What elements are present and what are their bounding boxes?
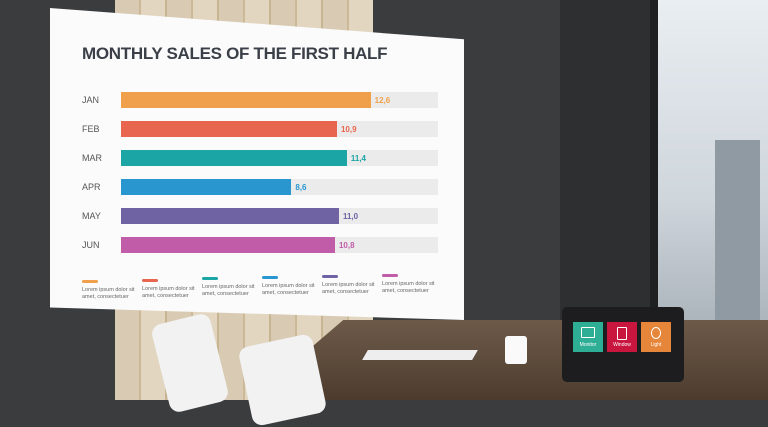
legend-swatch	[142, 278, 158, 282]
monitor-icon	[581, 327, 595, 338]
lightbulb-icon	[651, 327, 661, 339]
value-label: 11,0	[342, 212, 359, 221]
bar	[121, 92, 371, 108]
legend-swatch	[382, 273, 398, 277]
category-label: MAR	[82, 153, 102, 163]
category-label: FEB	[82, 124, 100, 134]
window-frame	[650, 0, 658, 330]
bar-track: 12,6	[121, 92, 438, 108]
bar	[121, 237, 335, 253]
bar	[121, 150, 347, 166]
legend-text: Lorem ipsum dolor sit amet, consectetuer	[202, 284, 255, 298]
window-button[interactable]: Window	[607, 322, 637, 352]
monitor-button[interactable]: Monitor	[573, 322, 603, 352]
legend-text: Lorem ipsum dolor sit amet, consectetuer	[382, 280, 435, 294]
bar-track: 10,9	[121, 121, 438, 137]
value-label: 8,6	[295, 183, 307, 192]
legend-swatch	[322, 274, 338, 278]
bar	[121, 208, 339, 224]
chair	[237, 333, 328, 427]
legend-swatch	[82, 280, 98, 283]
wall-column	[560, 0, 655, 330]
bar-track: 11,0	[121, 208, 438, 224]
legend-swatch	[202, 277, 218, 281]
legend-text: Lorem ipsum dolor sit amet, consectetuer	[322, 281, 375, 295]
category-label: APR	[82, 182, 101, 192]
value-label: 10,8	[338, 241, 355, 250]
legend-text: Lorem ipsum dolor sit amet, consectetuer	[82, 287, 135, 300]
paper	[362, 350, 478, 360]
legend-text: Lorem ipsum dolor sit amet, consectetuer	[142, 285, 195, 299]
legend-swatch	[262, 276, 278, 280]
value-label: 11,4	[350, 154, 366, 163]
light-button[interactable]: Light	[641, 322, 671, 352]
legend-text: Lorem ipsum dolor sit amet, consectetuer	[262, 283, 315, 297]
building-outside	[715, 140, 760, 330]
control-tablet: Monitor Window Light	[562, 307, 684, 382]
bar	[121, 179, 292, 195]
value-label: 10,9	[340, 125, 357, 134]
window-icon	[617, 327, 627, 340]
category-label: MAY	[82, 211, 101, 221]
bar-track: 10,8	[121, 237, 438, 253]
value-label: 12,6	[374, 96, 391, 105]
bar-track: 11,4	[121, 150, 438, 166]
mug	[505, 336, 527, 364]
bar-track: 8,6	[121, 179, 438, 195]
category-label: JAN	[82, 95, 100, 105]
category-label: JUN	[82, 240, 100, 250]
chart-title: MONTHLY SALES OF THE FIRST HALF	[82, 44, 388, 63]
bar	[121, 121, 337, 137]
